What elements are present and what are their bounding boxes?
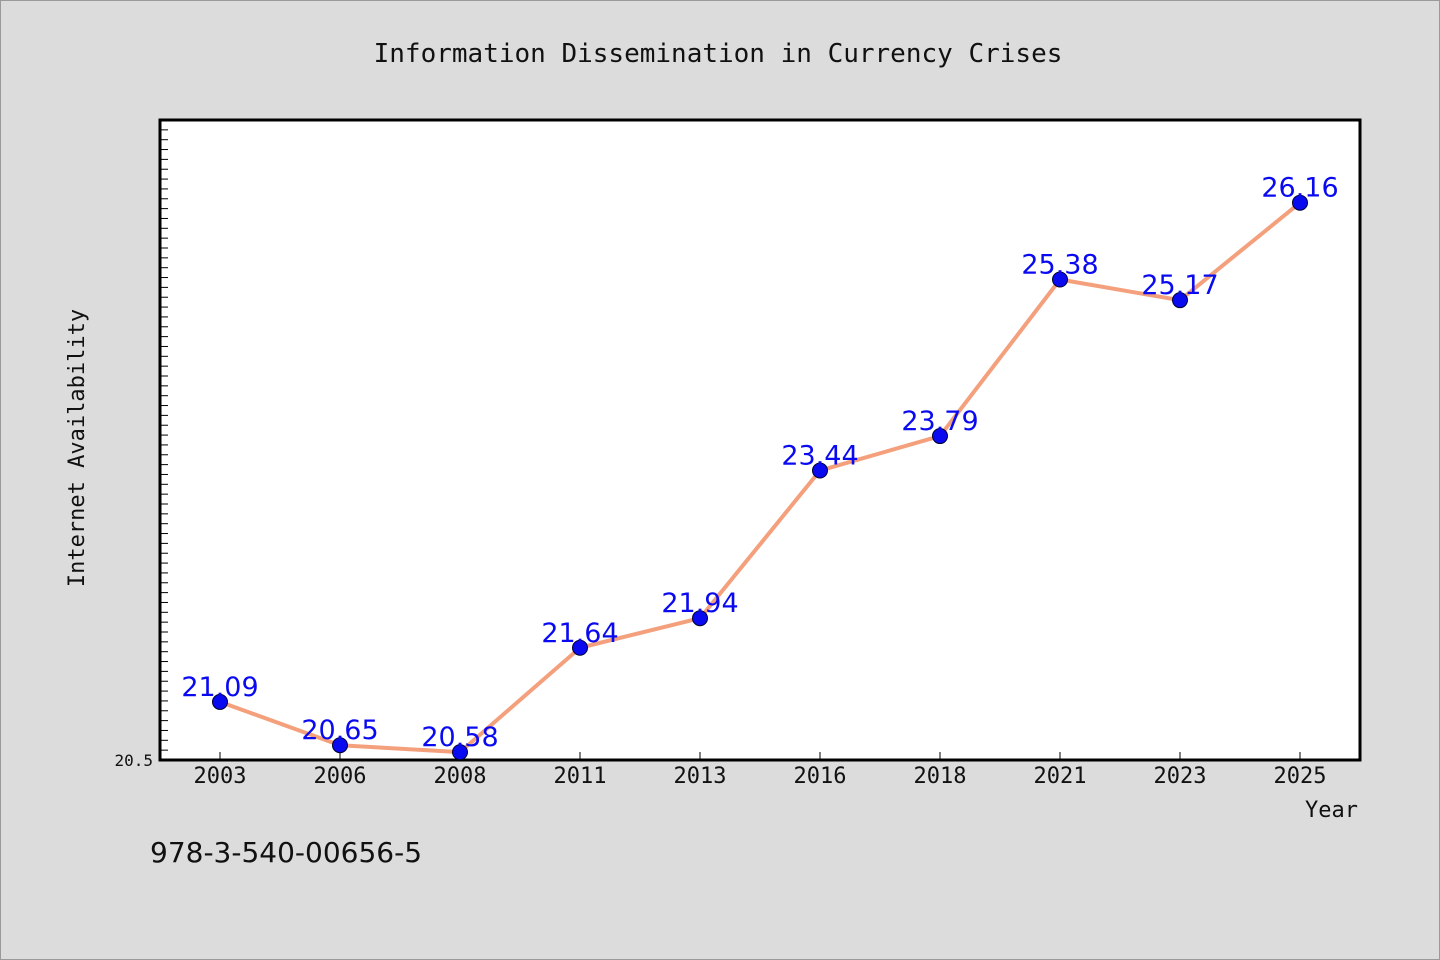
data-point [452, 744, 468, 761]
x-tick-label: 2008 [434, 764, 487, 789]
data-label: 21.64 [541, 618, 618, 649]
plot-area [158, 118, 1362, 762]
isbn-text: 978-3-540-00656-5 [150, 836, 422, 869]
data-label: 25.17 [1141, 270, 1218, 301]
data-point [812, 462, 828, 479]
data-point [1292, 194, 1308, 211]
chart-title: Information Dissemination in Currency Cr… [374, 39, 1063, 69]
x-tick-label: 2013 [674, 764, 727, 789]
data-point [692, 610, 708, 627]
series-group: 21.09 20.65 20.58 21.64 21.94 23.44 23.79 25.38… [181, 173, 1339, 761]
data-label: 20.58 [421, 722, 498, 753]
data-point [572, 639, 588, 656]
y-axis-ticks [160, 129, 168, 761]
x-tick-label: 2016 [794, 764, 847, 789]
data-label: 23.44 [781, 441, 858, 472]
y-tick-label: 20.5 [114, 751, 153, 770]
data-label: 25.38 [1021, 250, 1098, 281]
x-tick-label: 2021 [1034, 764, 1087, 789]
data-point [212, 693, 228, 710]
x-axis-label: Year [1305, 798, 1358, 823]
x-tick-label: 2006 [314, 764, 367, 789]
x-tick-label: 2018 [914, 764, 967, 789]
data-label: 21.94 [661, 588, 738, 619]
x-tick-label: 2025 [1274, 764, 1327, 789]
data-point [332, 737, 348, 754]
x-tick-label: 2023 [1154, 764, 1207, 789]
data-label: 23.79 [901, 406, 978, 437]
data-label: 21.09 [181, 672, 258, 703]
series-line [218, 200, 1302, 755]
x-tick-label: 2003 [194, 764, 247, 789]
data-point [1172, 292, 1188, 309]
y-axis-label: Internet Availability [65, 309, 90, 587]
data-point [1052, 271, 1068, 288]
x-tick-label: 2011 [554, 764, 607, 789]
data-label: 26.16 [1261, 173, 1338, 204]
data-label: 20.65 [301, 715, 378, 746]
data-point [932, 428, 948, 445]
x-axis-ticks: 2003 2006 2008 2011 2013 2016 2018 2021 2023 2025 [194, 752, 1327, 789]
